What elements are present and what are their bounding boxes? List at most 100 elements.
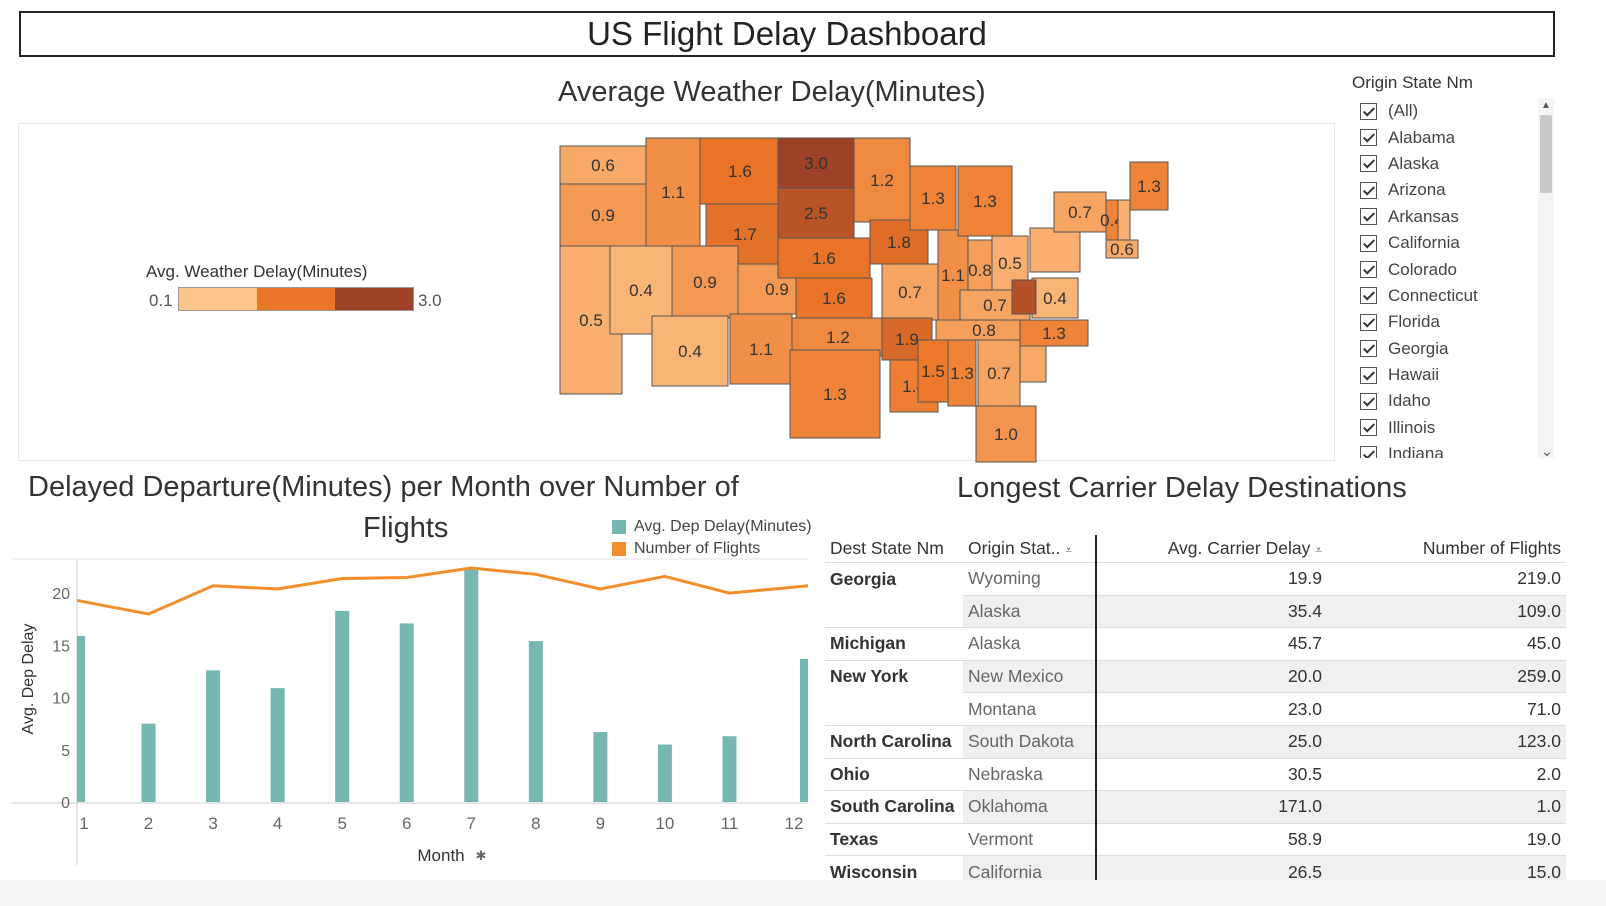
- checkbox-checked-icon[interactable]: [1360, 208, 1377, 226]
- header-avg-carrier-delay[interactable]: Avg. Carrier Delay ⩡: [1096, 535, 1327, 563]
- state-florida[interactable]: [975, 405, 1037, 463]
- filter-item[interactable]: Idaho: [1360, 388, 1536, 414]
- checkbox-checked-icon[interactable]: [1360, 419, 1377, 437]
- filter-item[interactable]: Colorado: [1360, 256, 1536, 282]
- checkbox-checked-icon[interactable]: [1360, 313, 1377, 331]
- us-state-map[interactable]: 0.6 0.9 0.5 0.4 1.1 1.6 1.7 0.9 0.9 0.4 1.1 3.0 2.5 1…: [540, 128, 1190, 463]
- bar-month-10[interactable]: [657, 744, 672, 802]
- state-value-new-york: 0.7: [1068, 203, 1092, 222]
- state-utah[interactable]: [671, 245, 739, 319]
- table-row[interactable]: Ohio Nebraska 30.5 2.0: [825, 757, 1566, 791]
- flights-cell: 2.0: [1327, 757, 1566, 791]
- filter-item[interactable]: Connecticut: [1360, 283, 1536, 309]
- state-missouri[interactable]: [881, 263, 939, 321]
- filter-item[interactable]: California: [1360, 230, 1536, 256]
- number-of-flights-line[interactable]: [76, 566, 809, 616]
- bar-month-3[interactable]: [206, 670, 221, 802]
- filter-item-label: Hawaii: [1388, 365, 1440, 385]
- bar-month-7[interactable]: [464, 568, 479, 802]
- state-new-mexico[interactable]: [729, 313, 793, 385]
- checkbox-checked-icon[interactable]: [1360, 155, 1377, 173]
- origin-state-filter-list[interactable]: (All) Alabama Alaska Arizona Arkansas Califor…: [1360, 98, 1536, 458]
- state-nevada[interactable]: [609, 245, 673, 335]
- scroll-down-icon[interactable]: ⌄: [1541, 443, 1553, 459]
- filter-scroll-thumb[interactable]: [1540, 115, 1552, 193]
- state-south-dakota[interactable]: [777, 187, 855, 239]
- checkbox-checked-icon[interactable]: [1360, 261, 1377, 279]
- bar-month-8[interactable]: [528, 641, 543, 802]
- bar-month-6[interactable]: [399, 623, 414, 802]
- state-montana[interactable]: [699, 137, 781, 205]
- bar-month-4[interactable]: [270, 688, 285, 802]
- avg-delay-cell: 23.0: [1096, 692, 1327, 726]
- bar-month-9[interactable]: [593, 732, 608, 802]
- state-value-missouri: 0.7: [898, 283, 922, 302]
- state-michigan[interactable]: [957, 165, 1013, 237]
- filter-item[interactable]: Illinois: [1360, 415, 1536, 441]
- state-georgia[interactable]: [977, 339, 1021, 407]
- state-maine[interactable]: [1129, 161, 1169, 211]
- table-row[interactable]: New York New Mexico 20.0 259.0: [825, 659, 1566, 693]
- state-pennsylvania[interactable]: [1029, 227, 1081, 273]
- bar-month-12[interactable]: [800, 658, 808, 802]
- state-north-carolina[interactable]: [1019, 319, 1089, 347]
- scroll-up-icon[interactable]: ▲: [1541, 100, 1551, 111]
- state-texas[interactable]: [789, 349, 881, 439]
- state-west-virginia[interactable]: [1011, 279, 1037, 315]
- table-row[interactable]: North Carolina South Dakota 25.0 123.0: [825, 724, 1566, 759]
- state-new-york[interactable]: [1053, 191, 1107, 233]
- checkbox-checked-icon[interactable]: [1360, 340, 1377, 358]
- filter-item[interactable]: Florida: [1360, 309, 1536, 335]
- y-tick-label: 20: [52, 586, 70, 603]
- state-arizona[interactable]: [651, 315, 729, 387]
- state-mississippi[interactable]: [917, 339, 949, 403]
- state-oregon[interactable]: [559, 183, 647, 247]
- state-value-nebraska: 1.6: [812, 249, 836, 268]
- state-wisconsin[interactable]: [909, 165, 957, 231]
- checkbox-checked-icon[interactable]: [1360, 392, 1377, 410]
- state-massachusetts[interactable]: [1105, 239, 1139, 259]
- state-nebraska[interactable]: [777, 237, 871, 279]
- checkbox-checked-icon[interactable]: [1360, 129, 1377, 147]
- state-minnesota[interactable]: [853, 137, 911, 223]
- filter-item-label: Colorado: [1388, 259, 1457, 279]
- checkbox-checked-icon[interactable]: [1360, 366, 1377, 384]
- bar-month-2[interactable]: [141, 723, 156, 802]
- checkbox-checked-icon[interactable]: [1360, 234, 1377, 252]
- sort-icon[interactable]: ⩡: [1065, 543, 1073, 557]
- table-row[interactable]: Georgia Wyoming 19.9 219.0: [825, 562, 1566, 596]
- state-north-dakota[interactable]: [777, 137, 855, 189]
- filter-item[interactable]: Alabama: [1360, 124, 1536, 150]
- filter-item[interactable]: Georgia: [1360, 336, 1536, 362]
- header-dest-state[interactable]: Dest State Nm: [830, 538, 944, 558]
- header-number-of-flights[interactable]: Number of Flights: [1422, 538, 1561, 558]
- sort-icon[interactable]: ⩡: [1315, 543, 1322, 557]
- bar-month-5[interactable]: [335, 610, 350, 802]
- state-virginia[interactable]: [1031, 277, 1079, 319]
- state-alabama[interactable]: [947, 339, 977, 407]
- checkbox-checked-icon[interactable]: [1360, 102, 1377, 120]
- filter-item[interactable]: Hawaii: [1360, 362, 1536, 388]
- bar-month-11[interactable]: [722, 736, 737, 802]
- bar-month-1[interactable]: [77, 635, 85, 802]
- state-new-hampshire[interactable]: [1117, 199, 1131, 241]
- checkbox-checked-icon[interactable]: [1360, 287, 1377, 305]
- header-origin-state[interactable]: Origin Stat.. ⩡: [963, 535, 1097, 563]
- pin-icon[interactable]: ✱: [476, 849, 487, 864]
- table-row[interactable]: Michigan Alaska 45.7 45.0: [825, 627, 1566, 661]
- state-south-carolina[interactable]: [1019, 343, 1047, 383]
- checkbox-checked-icon[interactable]: [1360, 181, 1377, 199]
- table-row[interactable]: Alaska 35.4 109.0: [825, 594, 1566, 628]
- filter-item[interactable]: Indiana: [1360, 441, 1536, 458]
- table-row[interactable]: South Carolina Oklahoma 171.0 1.0: [825, 790, 1566, 824]
- color-legend-bar[interactable]: [178, 287, 414, 311]
- filter-item[interactable]: Arizona: [1360, 177, 1536, 203]
- table-row[interactable]: Montana 23.0 71.0: [825, 692, 1566, 726]
- table-row[interactable]: Texas Vermont 58.9 19.0: [825, 822, 1566, 856]
- filter-item[interactable]: (All): [1360, 98, 1536, 124]
- filter-item[interactable]: Arkansas: [1360, 204, 1536, 230]
- filter-item[interactable]: Alaska: [1360, 151, 1536, 177]
- checkbox-checked-icon[interactable]: [1360, 445, 1377, 458]
- state-kansas[interactable]: [795, 277, 873, 319]
